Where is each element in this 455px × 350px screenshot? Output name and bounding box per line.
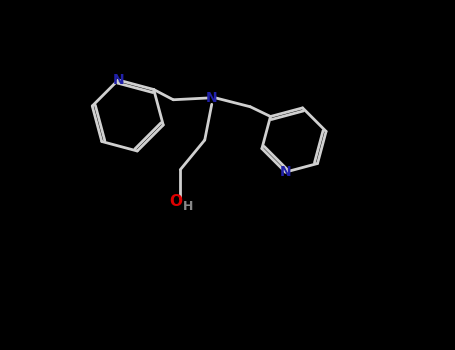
Text: N: N [206, 91, 217, 105]
Text: O: O [169, 194, 182, 209]
Text: N: N [112, 73, 124, 87]
Text: N: N [279, 165, 291, 179]
Text: H: H [183, 200, 193, 213]
